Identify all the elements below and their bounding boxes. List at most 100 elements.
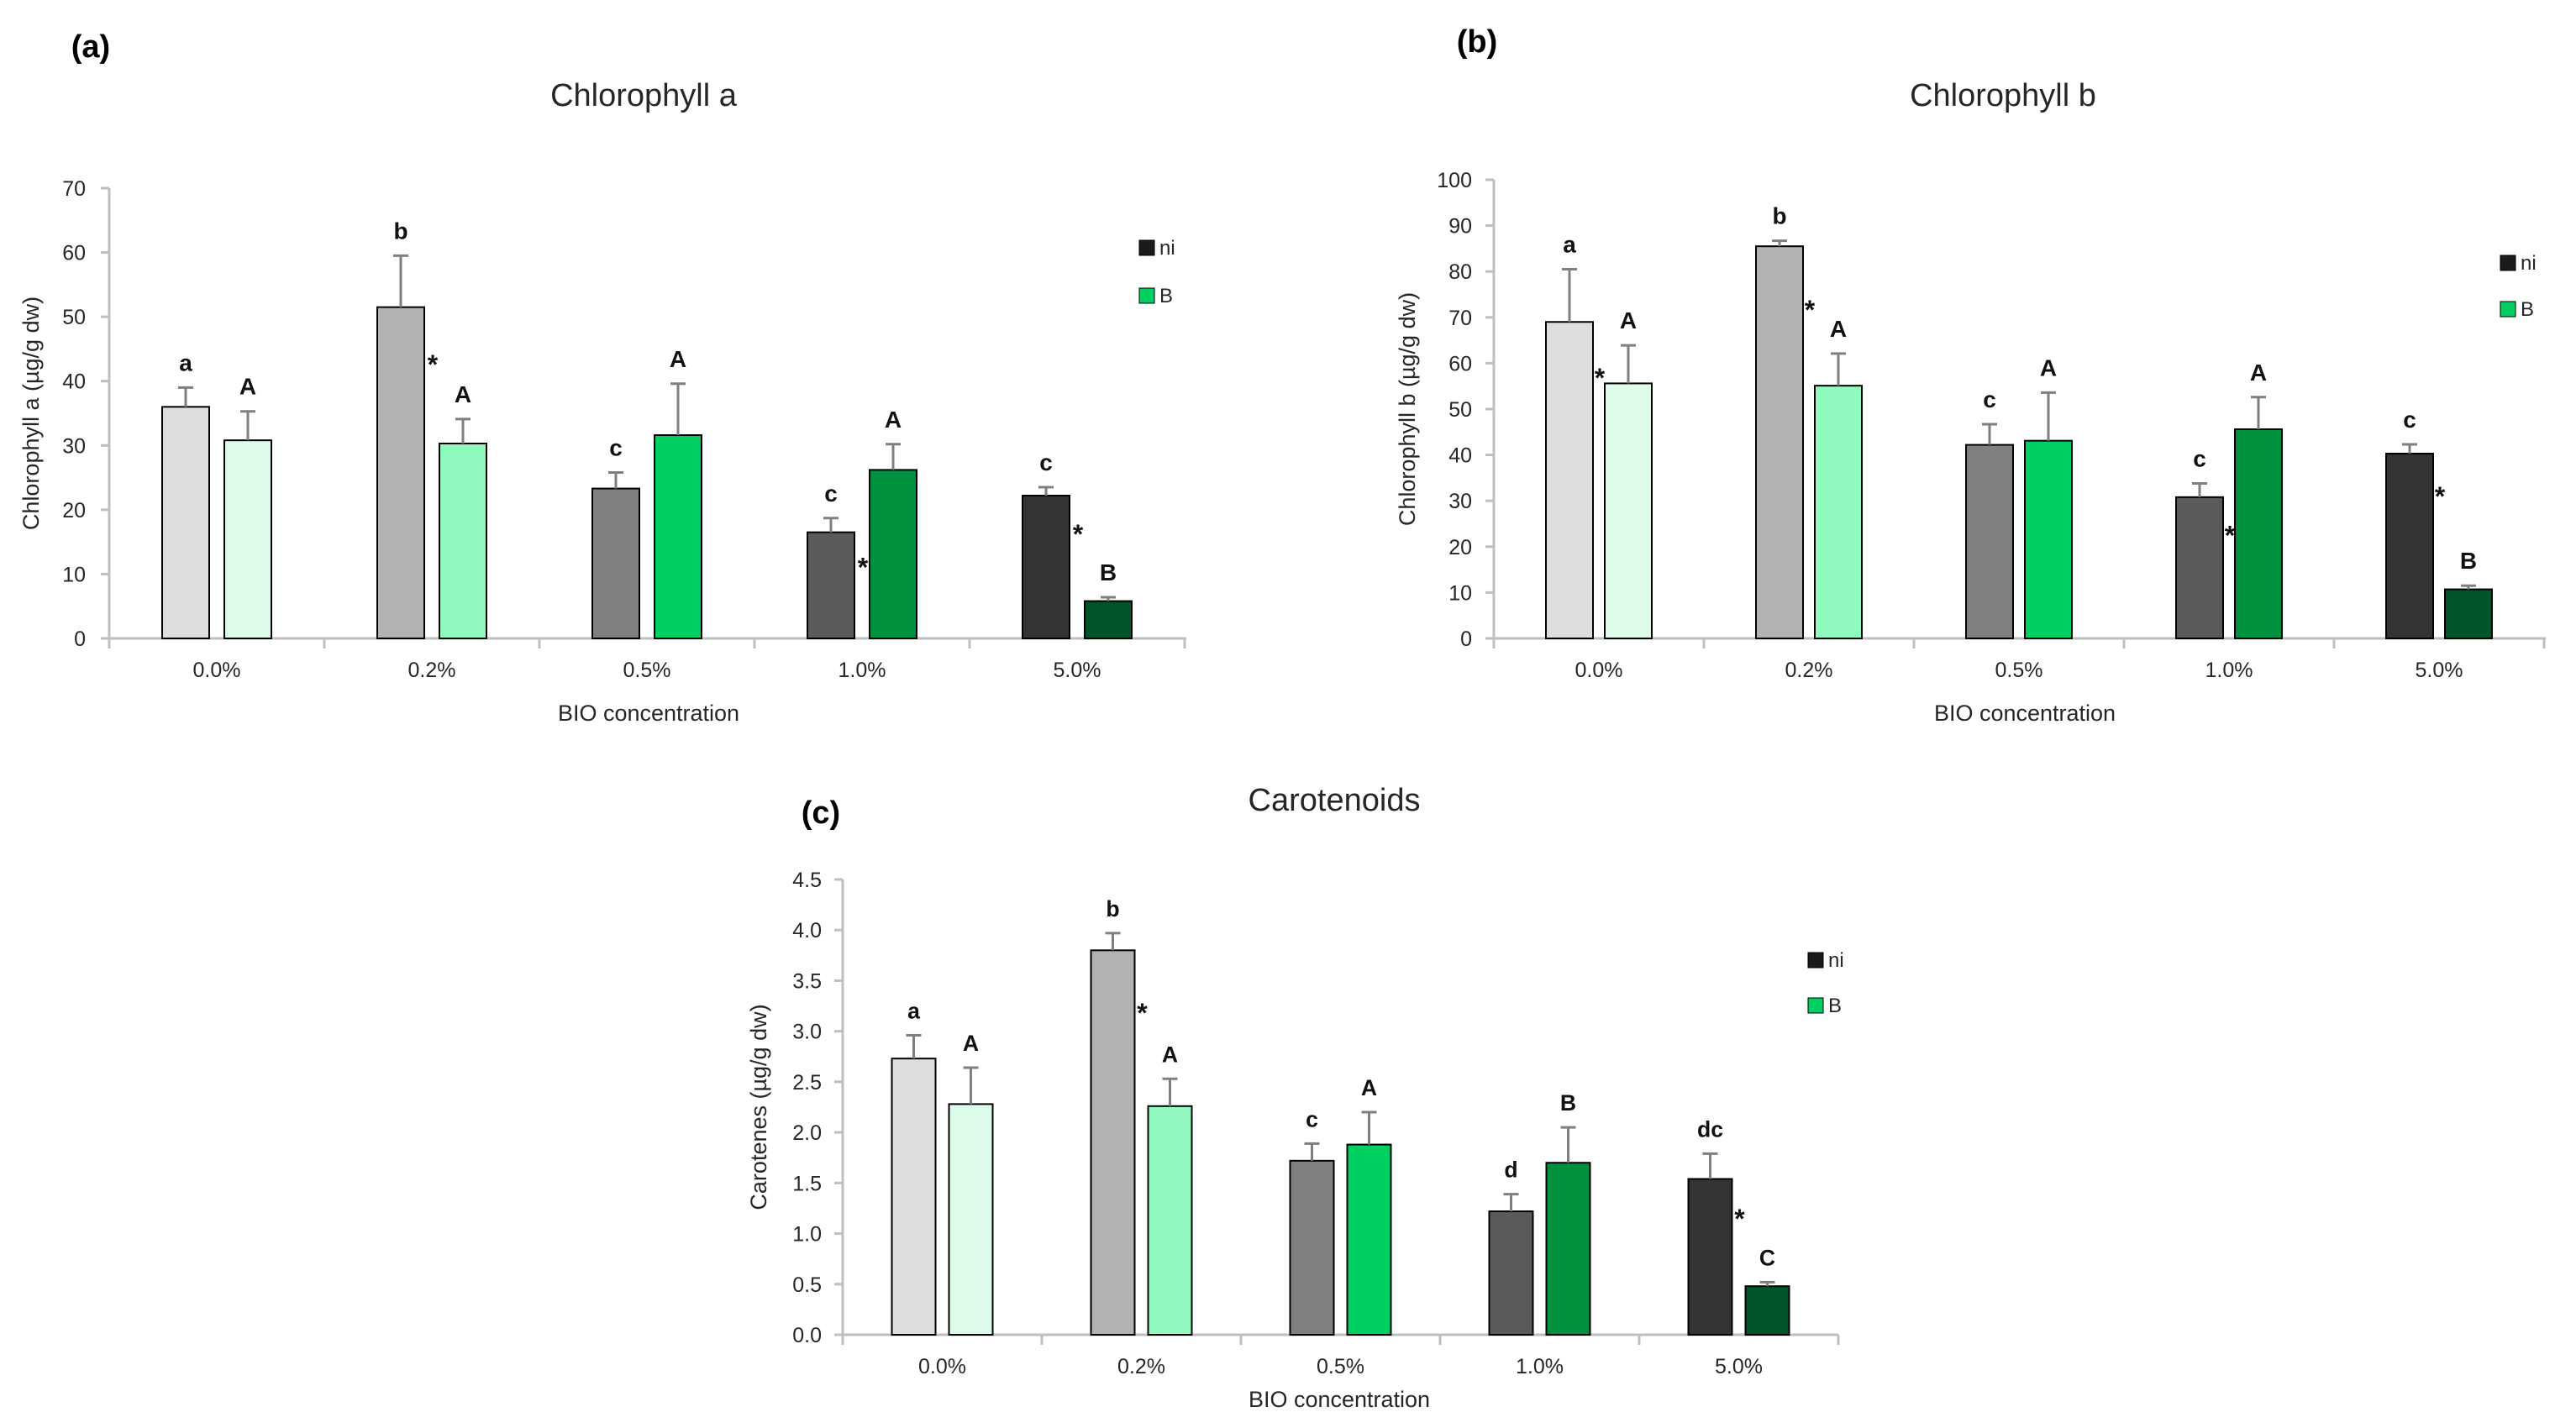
y-tick-label: 30	[1448, 490, 1472, 513]
significance-letter: b	[393, 218, 407, 244]
bar-B	[1545, 1162, 1591, 1336]
significance-letter: A	[1361, 1075, 1377, 1100]
legend-swatch-B	[1807, 997, 1824, 1014]
bar-ni	[1545, 321, 1594, 639]
panel-letter: (a)	[71, 29, 110, 65]
bar-B	[1604, 382, 1653, 639]
x-tick-label: 0.5%	[1317, 1355, 1364, 1378]
y-tick-label: 40	[1448, 444, 1472, 468]
legend-label-ni: ni	[2521, 252, 2537, 275]
significance-letter: c	[1039, 449, 1053, 475]
legend-swatch-B	[2500, 301, 2516, 318]
significance-letter: c	[1983, 386, 1996, 412]
panel-letter: (c)	[802, 795, 840, 831]
significance-letter: B	[1560, 1090, 1576, 1116]
significance-star: *	[2225, 521, 2236, 551]
y-tick-label: 80	[1448, 260, 1472, 284]
bar-B	[1814, 385, 1863, 639]
significance-letter: A	[1162, 1042, 1178, 1067]
x-tick-label: 0.0%	[918, 1355, 966, 1378]
chart-panel-c: (c) Carotenoids 0.0 0.5 1.0 1.5 2.0 2.5 3.0 3.5 4.…	[746, 783, 1844, 1412]
y-tick-label: 2.5	[792, 1071, 822, 1095]
legend-label-ni: ni	[1828, 949, 1844, 972]
significance-letter: C	[1759, 1245, 1775, 1270]
x-tick-label: 0.2%	[1117, 1355, 1165, 1378]
legend-swatch-B	[1138, 287, 1155, 304]
significance-letter: a	[907, 998, 920, 1023]
x-tick-label: 0.5%	[1995, 659, 2043, 682]
bar-ni	[1090, 949, 1136, 1336]
legend-label-B: B	[2521, 298, 2534, 321]
y-tick-label: 90	[1448, 215, 1472, 239]
legend-label-B: B	[1828, 995, 1842, 1017]
significance-letter: a	[1563, 231, 1576, 257]
x-tick-label: 0.0%	[193, 659, 241, 682]
bar-ni	[1022, 495, 1070, 639]
y-tick-label: 20	[62, 499, 86, 522]
y-tick-label: 1.5	[792, 1172, 822, 1195]
y-tick-label: 0	[1460, 627, 1472, 651]
y-tick-label: 50	[1448, 398, 1472, 422]
bar-ni	[1755, 245, 1804, 639]
significance-star: *	[2435, 481, 2446, 512]
significance-star: *	[1137, 998, 1148, 1028]
y-tick-label: 30	[62, 434, 86, 458]
bar-B	[948, 1103, 994, 1336]
y-tick-label: 3.0	[792, 1021, 822, 1044]
legend-label-B: B	[1159, 285, 1173, 307]
chart-title: Carotenoids	[1249, 783, 1421, 818]
chart-panel-a: (a) Chlorophyll a 0 10 20 30 40 50 60 70 Chlorophy…	[18, 29, 1186, 726]
significance-star: *	[428, 349, 439, 380]
x-tick-label: 5.0%	[1715, 1355, 1763, 1378]
y-axis-label: Chlorophyll b (µg/g dw)	[1395, 292, 1420, 526]
x-tick-label: 0.5%	[623, 659, 671, 682]
y-tick-label: 10	[1448, 581, 1472, 605]
significance-letter: d	[1504, 1158, 1517, 1183]
bar-B	[654, 434, 702, 640]
y-tick-label: 3.5	[792, 969, 822, 993]
y-tick-label: 4.0	[792, 919, 822, 942]
y-tick-label: 60	[1448, 352, 1472, 375]
significance-letter: A	[963, 1031, 979, 1056]
significance-star: *	[1073, 519, 1084, 549]
x-axis-label: BIO concentration	[1934, 701, 2116, 726]
x-tick-label: 5.0%	[2416, 659, 2463, 682]
significance-letter: A	[670, 346, 686, 372]
bar-ni	[2175, 496, 2224, 639]
significance-letter: c	[609, 434, 623, 460]
bar-B	[439, 442, 487, 640]
significance-letter: A	[1830, 316, 1847, 342]
significance-star: *	[858, 552, 869, 582]
bar-ni	[1289, 1159, 1335, 1336]
bar-ni	[2385, 452, 2434, 639]
bar-ni	[376, 306, 425, 639]
significance-letter: B	[2460, 548, 2477, 574]
bar-B	[1084, 600, 1133, 639]
x-tick-label: 0.2%	[1785, 659, 1833, 682]
significance-letter: c	[824, 480, 838, 507]
significance-letter: B	[1100, 559, 1117, 585]
significance-letter: A	[455, 381, 471, 407]
legend-swatch-ni	[2500, 255, 2516, 271]
y-axis-label: Carotenes (µg/g dw)	[746, 1004, 771, 1210]
bar-B	[1346, 1143, 1392, 1336]
y-tick-label: 10	[62, 563, 86, 586]
bar-B	[2024, 439, 2073, 640]
significance-letter: A	[2040, 354, 2057, 381]
significance-letter: a	[179, 349, 192, 375]
y-tick-label: 2.0	[792, 1121, 822, 1145]
chart-panel-b: (b) Chlorophyll b 0 10 20 30 40 50 60 70 80 90 100 Ch…	[1395, 24, 2546, 726]
y-tick-label: 40	[62, 370, 86, 394]
significance-star: *	[1595, 363, 1606, 393]
bar-B	[223, 439, 272, 639]
bar-B	[2234, 428, 2283, 639]
significance-letter: b	[1106, 896, 1119, 921]
bar-ni	[891, 1058, 937, 1336]
legend-swatch-ni	[1138, 239, 1155, 256]
y-tick-label: 20	[1448, 536, 1472, 559]
bar-ni	[1488, 1210, 1534, 1336]
significance-letter: c	[2193, 445, 2206, 471]
bar-ni	[591, 487, 640, 639]
y-axis-label: Chlorophyll a (µg/g dw)	[18, 297, 44, 530]
